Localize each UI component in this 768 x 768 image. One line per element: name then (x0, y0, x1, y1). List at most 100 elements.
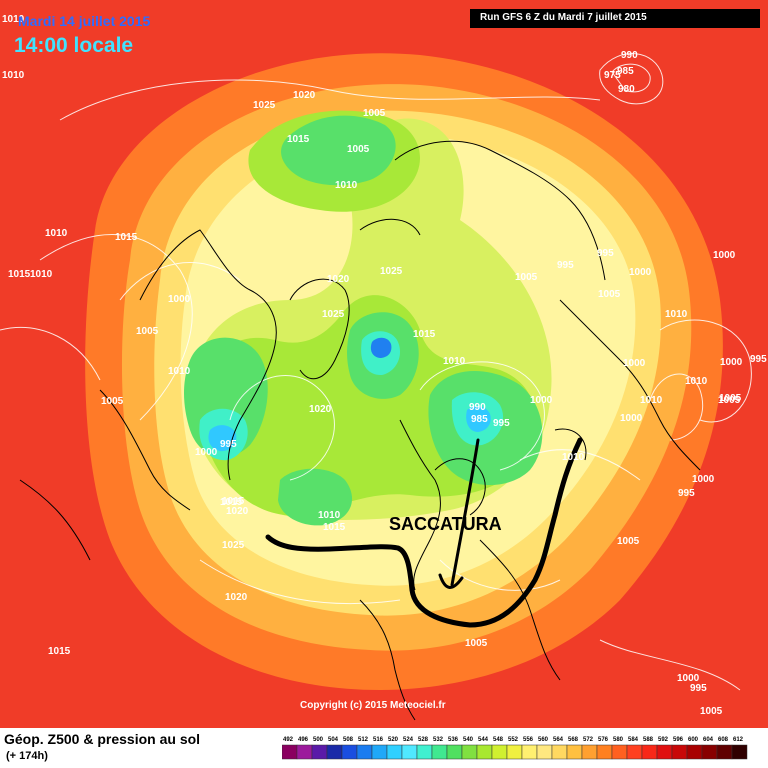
scale-swatch (416, 744, 433, 760)
isobar-label: 1000 (720, 357, 743, 368)
isobar-label: 990 (621, 50, 638, 61)
isobar-label: 995 (750, 354, 767, 365)
coastline (99, 389, 191, 511)
scale-swatch (311, 744, 328, 760)
coastline (359, 218, 421, 236)
isobar-label: 1010 (30, 269, 53, 280)
field-green-south (278, 468, 353, 526)
scale-swatch (476, 744, 493, 760)
scale-swatch (401, 744, 418, 760)
scale-tick-label: 608 (718, 737, 729, 743)
trough-arrow-shaft (450, 438, 480, 587)
scale-swatch (356, 744, 373, 760)
isobar-label: 1020 (293, 90, 316, 101)
isobar-label: 1020 (225, 592, 248, 603)
isobar-label: 1005 (700, 706, 723, 717)
isobar-label: 1005 (598, 289, 621, 300)
isobar-label: 1025 (253, 100, 276, 111)
coastline (19, 479, 91, 561)
isobar-label: 1010 (2, 14, 25, 25)
isobar-label: 1010 (640, 395, 663, 406)
scale-tick-label: 532 (433, 737, 444, 743)
scale-swatch (566, 744, 583, 760)
scale-swatch (716, 744, 733, 760)
isobar-label: 1020 (327, 274, 350, 285)
scale-swatch (326, 744, 343, 760)
scale-swatch (446, 744, 463, 760)
isobar-label: 1005 (465, 638, 488, 649)
scale-tick-label: 496 (298, 737, 309, 743)
isobar-label: 1010 (168, 366, 191, 377)
isobar-label: 995 (597, 248, 614, 259)
isobar-label: 1010 (318, 510, 341, 521)
isobar-label: 1015 (222, 496, 245, 507)
scale-swatch (596, 744, 613, 760)
scale-tick-label: 508 (343, 737, 354, 743)
run-info: Run GFS 6 Z du Mardi 7 juillet 2015 (480, 12, 647, 23)
scale-tick-label: 504 (328, 737, 339, 743)
scale-swatch (282, 744, 298, 760)
isobar-label: 1010 (685, 376, 708, 387)
isobar-line (39, 234, 193, 421)
coastline (559, 299, 621, 361)
scale-tick-label: 492 (283, 737, 294, 743)
scale-swatch (731, 744, 748, 760)
scale-tick-label: 552 (508, 737, 519, 743)
coastline (139, 229, 277, 481)
scale-swatch (641, 744, 658, 760)
legend-title: Géop. Z500 & pression au sol (4, 731, 201, 747)
isobar-label: 1015 (220, 497, 243, 508)
scale-tick-label: 500 (313, 737, 324, 743)
isobar-label: 1015 (413, 329, 436, 340)
isobar-label: 1005 (719, 393, 742, 404)
isobar-line (611, 63, 651, 93)
isobars (0, 53, 752, 691)
scale-tick-label: 560 (538, 737, 549, 743)
isobar-line (599, 53, 664, 105)
isobar-label: 985 (617, 66, 634, 77)
isobar-label: 1010 (335, 180, 358, 191)
scale-swatch (341, 744, 358, 760)
scale-tick-label: 540 (463, 737, 474, 743)
coastline (554, 428, 587, 461)
isobar-line (0, 326, 101, 381)
scale-tick-label: 516 (373, 737, 384, 743)
scale-swatch (521, 744, 538, 760)
scale-swatch (296, 744, 313, 760)
scale-swatch (431, 744, 448, 760)
isobar-label: 1015 (287, 134, 310, 145)
isobar-label: 980 (618, 84, 635, 95)
scale-tick-label: 556 (523, 737, 534, 743)
scale-tick-label: 524 (403, 737, 414, 743)
run-info-box (470, 9, 760, 28)
isobar-label: 1025 (322, 309, 345, 320)
isobar-label: 1000 (620, 413, 643, 424)
scale-swatch (671, 744, 688, 760)
isobar-label: 1000 (677, 673, 700, 684)
isobar-line (439, 559, 561, 591)
scale-tick-label: 600 (688, 737, 699, 743)
trough-label: SACCATURA (389, 514, 502, 534)
coastline (434, 458, 486, 516)
isobar-line (59, 79, 601, 121)
isobar-label: 1015 (323, 522, 346, 533)
isobar-line (599, 639, 741, 691)
isobar-line (659, 319, 752, 423)
isobar-label: 1000 (692, 474, 715, 485)
isobar-label: 1015 (48, 646, 71, 657)
field-blue-mid (370, 337, 392, 358)
forecast-date: Mardi 14 juillet 2015 (18, 13, 151, 29)
coastline (619, 359, 701, 471)
scale-tick-label: 528 (418, 737, 429, 743)
isobar-label: 995 (557, 260, 574, 271)
isobar-label: 1020 (309, 404, 332, 415)
scale-swatch (656, 744, 673, 760)
field-lightblue-east (466, 406, 491, 432)
isobar-label: 1000 (629, 267, 652, 278)
isobar-label: 1005 (718, 395, 741, 406)
isobar-label: 1010 (562, 452, 585, 463)
isobar-line (119, 262, 241, 301)
scale-swatch (701, 744, 718, 760)
scale-tick-label: 512 (358, 737, 369, 743)
copyright: Copyright (c) 2015 Meteociel.fr (300, 700, 446, 711)
